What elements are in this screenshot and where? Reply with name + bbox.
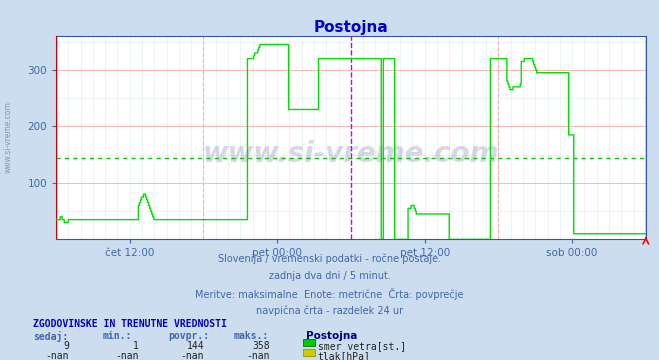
Text: www.si-vreme.com: www.si-vreme.com [4,101,13,173]
Text: min.:: min.: [102,331,132,341]
Text: 358: 358 [252,341,270,351]
Text: sedaj:: sedaj: [33,331,68,342]
Text: zadnja dva dni / 5 minut.: zadnja dva dni / 5 minut. [269,271,390,281]
Text: maks.:: maks.: [234,331,269,341]
Text: -nan: -nan [246,351,270,360]
Text: 144: 144 [186,341,204,351]
Text: povpr.:: povpr.: [168,331,209,341]
Text: Slovenija / vremenski podatki - ročne postaje.: Slovenija / vremenski podatki - ročne po… [218,254,441,264]
Text: 9: 9 [63,341,69,351]
Text: ZGODOVINSKE IN TRENUTNE VREDNOSTI: ZGODOVINSKE IN TRENUTNE VREDNOSTI [33,319,227,329]
Title: Postojna: Postojna [314,20,388,35]
Text: -nan: -nan [181,351,204,360]
Text: smer vetra[st.]: smer vetra[st.] [318,341,406,351]
Text: Postojna: Postojna [306,331,358,341]
Text: -nan: -nan [45,351,69,360]
Text: Meritve: maksimalne  Enote: metrične  Črta: povprečje: Meritve: maksimalne Enote: metrične Črta… [195,288,464,300]
Text: -nan: -nan [115,351,138,360]
Text: www.si-vreme.com: www.si-vreme.com [203,140,499,168]
Text: 1: 1 [132,341,138,351]
Text: tlak[hPa]: tlak[hPa] [318,351,370,360]
Text: navpična črta - razdelek 24 ur: navpična črta - razdelek 24 ur [256,306,403,316]
